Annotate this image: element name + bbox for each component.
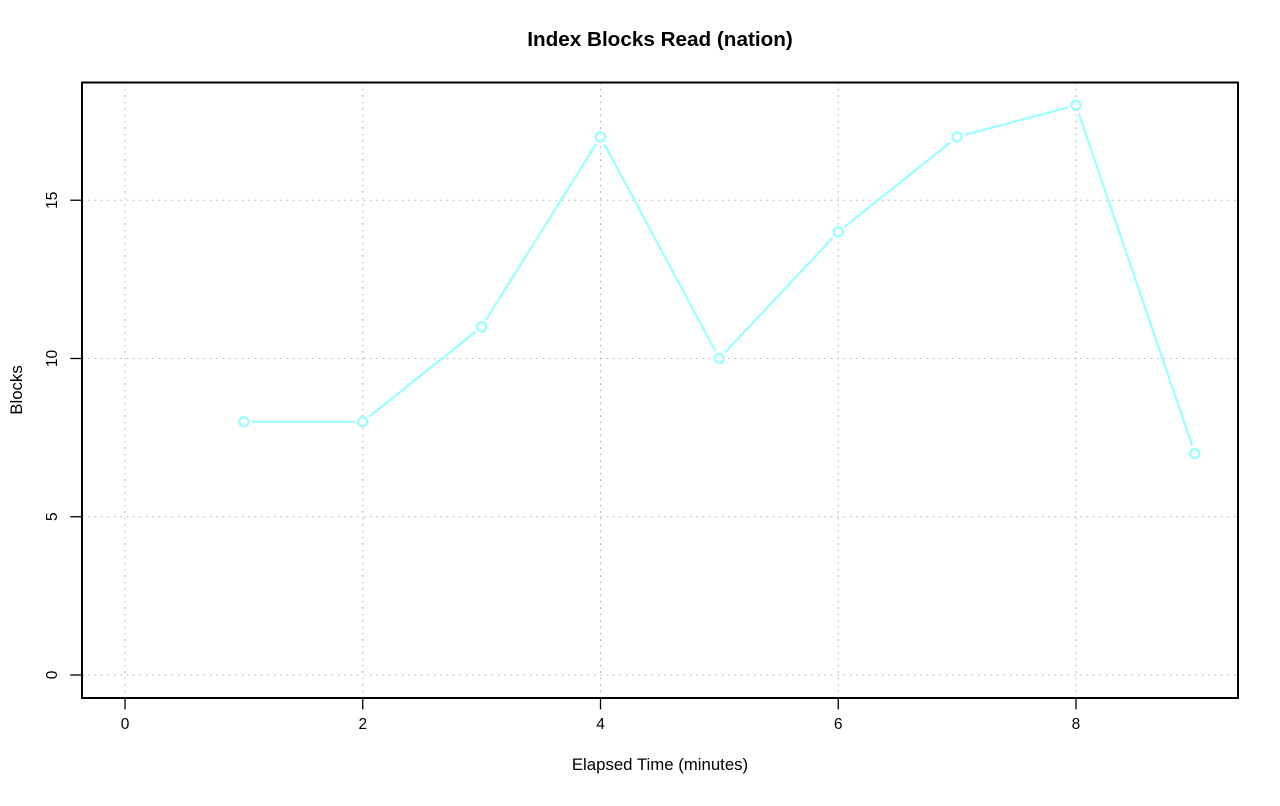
svg-text:Index Blocks Read (nation): Index Blocks Read (nation) bbox=[527, 28, 793, 51]
svg-text:Elapsed Time (minutes): Elapsed Time (minutes) bbox=[572, 755, 748, 774]
svg-text:5: 5 bbox=[44, 512, 61, 521]
svg-text:6: 6 bbox=[834, 716, 843, 733]
svg-text:0: 0 bbox=[44, 670, 61, 679]
svg-text:8: 8 bbox=[1072, 716, 1081, 733]
svg-text:4: 4 bbox=[596, 716, 605, 733]
svg-text:2: 2 bbox=[358, 716, 367, 733]
svg-text:Blocks: Blocks bbox=[7, 365, 26, 414]
svg-text:10: 10 bbox=[44, 349, 61, 367]
svg-text:0: 0 bbox=[121, 716, 130, 733]
svg-text:15: 15 bbox=[44, 192, 61, 209]
